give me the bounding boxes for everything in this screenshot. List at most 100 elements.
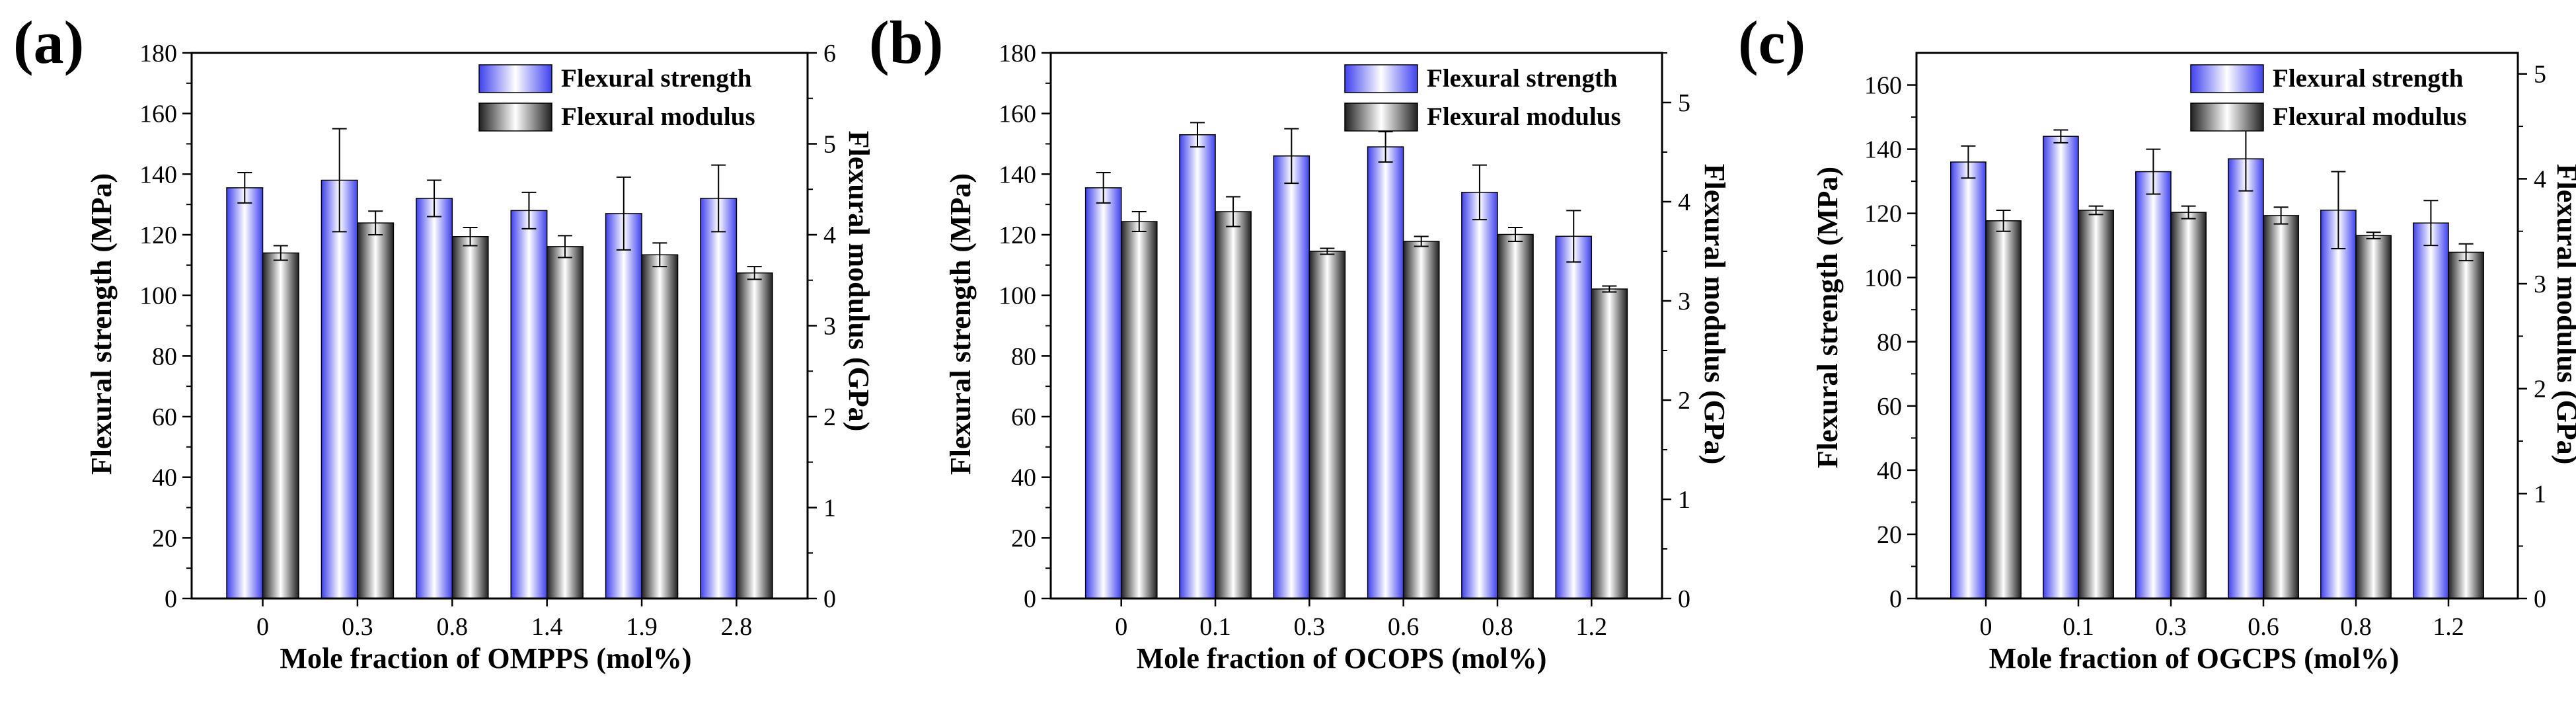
bar-flexural-modulus — [2355, 235, 2392, 599]
bar-flexural-modulus — [546, 246, 584, 599]
y-left-tick-label: 40 — [152, 464, 177, 492]
y-left-axis-title: Flexural strength (MPa) — [944, 173, 977, 475]
bar-flexural-strength — [605, 213, 642, 599]
y-right-tick-label: 0 — [1678, 585, 1690, 613]
y-left-tick-label: 60 — [152, 403, 177, 431]
y-left-tick-label: 60 — [1011, 403, 1036, 431]
y-right-tick-label: 5 — [1678, 89, 1690, 117]
y-right-tick-label: 1 — [2534, 480, 2546, 508]
y-right-tick-label: 1 — [823, 495, 836, 522]
x-axis-title: Mole fraction of OMPPS (mol%) — [280, 642, 691, 675]
y-left-tick-label: 80 — [152, 343, 177, 370]
legend-label: Flexural modulus — [1427, 103, 1621, 131]
y-left-tick-label: 140 — [1864, 136, 1902, 164]
bar-flexural-modulus — [2263, 215, 2299, 599]
y-right-tick-label: 5 — [823, 131, 836, 159]
x-tick-label: 0.1 — [1199, 613, 1231, 641]
x-tick-label: 0 — [1980, 613, 1992, 641]
chart-panel-c: (c)0 0.1 0.3 0.6 0.8 1.2020406080100120140160… — [1738, 9, 2576, 675]
y-left-tick-label: 140 — [999, 161, 1036, 188]
bar-flexural-strength — [2135, 171, 2172, 599]
bar-flexural-strength — [510, 210, 548, 599]
x-tick-label: 0.8 — [1482, 613, 1513, 641]
bar-flexural-modulus — [1497, 233, 1534, 599]
y-left-tick-label: 0 — [1889, 585, 1902, 613]
y-left-tick-label: 20 — [1011, 524, 1036, 552]
y-right-axis-title: Flexural modulus (GPa) — [2551, 164, 2576, 465]
legend: Flexural strength Flexural modulus — [1344, 64, 1621, 132]
y-left-tick-label: 160 — [1864, 72, 1902, 100]
x-tick-label: 0.8 — [437, 613, 469, 641]
y-right-tick-label: 2 — [823, 403, 836, 431]
y-left-tick-label: 100 — [999, 282, 1036, 310]
y-right-tick-label: 3 — [2534, 270, 2546, 298]
y-right-tick-label: 6 — [823, 40, 836, 67]
legend-label: Flexural strength — [1427, 64, 1618, 93]
bar-flexural-strength — [2320, 210, 2357, 599]
y-left-tick-label: 80 — [1011, 343, 1036, 370]
bar-flexural-modulus — [1308, 251, 1346, 599]
y-right-axis-title: Flexural modulus (GPa) — [843, 131, 875, 432]
legend-swatch-modulus — [2190, 103, 2264, 132]
bar-flexural-modulus — [2170, 212, 2207, 599]
panel-label: (a) — [13, 9, 84, 76]
bar-flexural-modulus — [1591, 288, 1628, 599]
bar-flexural-strength — [2413, 222, 2449, 599]
bar-flexural-modulus — [641, 254, 679, 599]
bar-flexural-strength — [416, 198, 453, 599]
x-tick-label: 0.1 — [2063, 613, 2094, 641]
bar-flexural-modulus — [1120, 221, 1158, 599]
bar-flexural-strength — [2043, 136, 2079, 599]
bar-flexural-modulus — [2078, 210, 2114, 599]
y-right-tick-label: 4 — [1678, 188, 1690, 216]
bar-flexural-strength — [1273, 155, 1310, 599]
x-tick-label: 0.3 — [342, 613, 373, 641]
bar-flexural-strength — [1461, 192, 1498, 599]
legend: Flexural strength Flexural modulus — [478, 64, 755, 132]
panel-label: (c) — [1738, 9, 1805, 76]
y-left-tick-label: 120 — [1864, 200, 1902, 228]
y-left-axis-title: Flexural strength (MPa) — [85, 173, 118, 475]
y-left-tick-label: 20 — [152, 524, 177, 552]
legend-swatch-strength — [478, 64, 552, 93]
legend: Flexural strength Flexural modulus — [2190, 64, 2467, 132]
legend-label: Flexural strength — [561, 64, 752, 93]
y-left-tick-label: 60 — [1877, 393, 1902, 421]
x-tick-label: 0.6 — [2248, 613, 2279, 641]
x-tick-label: 1.9 — [626, 613, 658, 641]
x-tick-label: 0.3 — [2155, 613, 2187, 641]
y-right-tick-label: 2 — [1678, 387, 1690, 415]
legend-label: Flexural strength — [2273, 64, 2464, 93]
y-left-tick-label: 180 — [999, 40, 1036, 67]
y-right-axis-title: Flexural modulus (GPa) — [1698, 164, 1731, 465]
y-right-tick-label: 1 — [1678, 486, 1690, 514]
y-right-tick-label: 0 — [2534, 585, 2546, 613]
bar-flexural-strength — [321, 179, 358, 599]
legend-swatch-modulus — [1344, 103, 1418, 132]
y-left-tick-label: 160 — [999, 101, 1036, 128]
legend-label: Flexural modulus — [2273, 103, 2467, 131]
plot-frame — [1915, 52, 2519, 600]
y-left-tick-label: 120 — [139, 222, 177, 249]
y-left-tick-label: 0 — [165, 585, 177, 613]
legend-swatch-modulus — [478, 103, 552, 132]
chart-panel-b: (b)0 0.1 0.3 0.6 0.8 1.2020406080100120140160… — [869, 9, 1731, 675]
x-tick-label: 0.8 — [2340, 613, 2372, 641]
y-right-tick-label: 2 — [2534, 376, 2546, 403]
x-tick-label: 2.8 — [721, 613, 753, 641]
legend-swatch-strength — [1344, 64, 1418, 93]
x-axis-title: Mole fraction of OGCPS (mol%) — [1989, 642, 2400, 675]
bar-flexural-modulus — [1985, 220, 2022, 599]
x-tick-label: 1.4 — [531, 613, 563, 641]
bar-flexural-strength — [1950, 161, 1987, 599]
x-tick-label: 1.2 — [2433, 613, 2464, 641]
y-left-tick-label: 40 — [1011, 464, 1036, 492]
x-axis-title: Mole fraction of OCOPS (mol%) — [1137, 642, 1547, 675]
bar-flexural-modulus — [262, 252, 299, 599]
legend-swatch-strength — [2190, 64, 2264, 93]
panel-label: (b) — [869, 9, 943, 76]
bar-flexural-strength — [1084, 187, 1122, 599]
bar-flexural-strength — [226, 187, 264, 599]
panels: (a)0 0.3 0.8 1.4 1.9 2.8020406080100120140160… — [13, 9, 2576, 675]
